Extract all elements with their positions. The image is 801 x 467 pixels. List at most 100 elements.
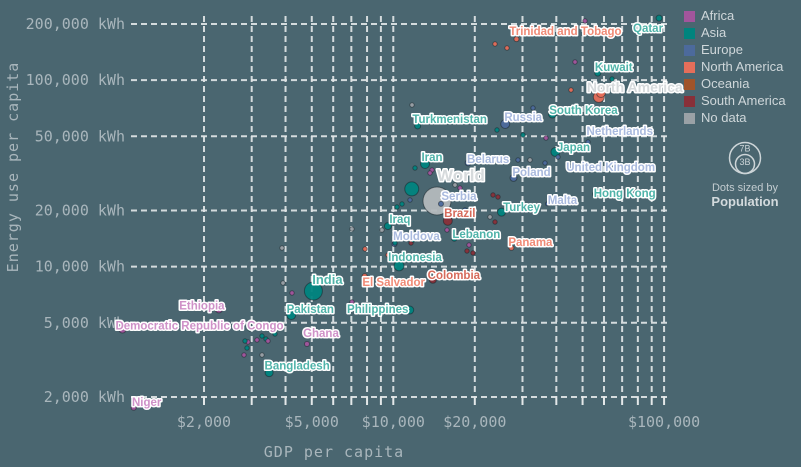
label-panama[interactable]: Panama	[507, 235, 555, 250]
dot-bangladesh[interactable]	[264, 368, 274, 378]
dot-poland[interactable]	[509, 173, 518, 182]
background-dot[interactable]	[492, 41, 498, 47]
background-dot[interactable]	[392, 240, 398, 246]
background-dot[interactable]	[596, 88, 606, 98]
label-poland[interactable]: Poland	[511, 165, 552, 180]
background-dot[interactable]	[267, 324, 273, 330]
background-dot[interactable]	[457, 185, 463, 191]
label-ethiopia[interactable]: Ethiopia	[178, 299, 227, 314]
dot-netherlands[interactable]	[585, 129, 593, 137]
label-serbia[interactable]: Serbia	[440, 189, 479, 204]
label-kuwait[interactable]: Kuwait	[593, 61, 634, 76]
label-bangladesh[interactable]: Bangladesh	[263, 359, 331, 374]
label-malta[interactable]: Malta	[546, 193, 579, 208]
label-el-salvador[interactable]: El Salvador	[361, 276, 427, 291]
background-dot[interactable]	[504, 45, 510, 51]
background-dot[interactable]	[349, 226, 355, 232]
background-dot[interactable]	[487, 214, 493, 220]
dot-colombia[interactable]	[428, 275, 437, 284]
dot-turkey[interactable]	[497, 207, 507, 217]
dot-malta[interactable]	[544, 201, 550, 207]
label-turkey[interactable]: Turkey	[502, 201, 542, 216]
background-dot[interactable]	[385, 252, 391, 258]
background-dot[interactable]	[452, 182, 458, 188]
label-hong-kong[interactable]: Hong Kong	[592, 187, 657, 202]
label-lebanon[interactable]: Lebanon	[451, 227, 502, 242]
background-dot[interactable]	[394, 204, 400, 210]
background-dot[interactable]	[572, 59, 578, 65]
dot-belarus[interactable]	[464, 159, 472, 167]
label-united-kingdom[interactable]: United Kingdom	[565, 160, 657, 175]
background-dot[interactable]	[409, 102, 415, 108]
legend-item-oceania[interactable]: Oceania	[684, 77, 786, 91]
label-iraq[interactable]: Iraq	[388, 213, 412, 228]
background-dot[interactable]	[265, 338, 271, 344]
dot-trinidad-and-tobago[interactable]	[513, 36, 520, 43]
background-dot[interactable]	[399, 201, 405, 207]
background-dot[interactable]	[244, 345, 250, 351]
background-dot[interactable]	[494, 127, 500, 133]
dot-pakistan[interactable]	[286, 310, 297, 321]
background-dot[interactable]	[427, 170, 433, 176]
label-niger[interactable]: Niger	[130, 395, 163, 410]
background-dot[interactable]	[466, 242, 472, 248]
label-south-korea[interactable]: South Korea	[548, 104, 620, 119]
label-iran[interactable]: Iran	[420, 151, 444, 166]
label-russia[interactable]: Russia	[503, 110, 544, 125]
dot-hong-kong[interactable]	[592, 190, 600, 198]
label-ghana[interactable]: Ghana	[302, 326, 341, 341]
background-dot[interactable]	[609, 76, 615, 82]
background-dot[interactable]	[530, 105, 536, 111]
label-qatar[interactable]: Qatar	[632, 22, 666, 37]
background-dot[interactable]	[289, 290, 295, 296]
label-netherlands[interactable]: Netherlands	[585, 124, 654, 139]
background-dot[interactable]	[543, 135, 549, 141]
background-dot[interactable]	[542, 160, 548, 166]
background-dot[interactable]	[272, 331, 278, 337]
dot-serbia[interactable]	[437, 200, 444, 207]
background-dot[interactable]	[462, 207, 468, 213]
background-dot[interactable]	[407, 197, 413, 203]
legend-item-africa[interactable]: Africa	[684, 9, 786, 23]
label-indonesia[interactable]: Indonesia	[387, 250, 444, 265]
label-democratic-republic-of-congo[interactable]: Democratic Republic of Congo	[114, 319, 285, 334]
label-moldova[interactable]: Moldova	[392, 230, 442, 245]
dot-world[interactable]	[422, 186, 452, 216]
dot-iraq[interactable]	[383, 222, 392, 231]
dot-india[interactable]	[303, 281, 323, 301]
dot-ghana[interactable]	[303, 340, 310, 347]
label-india[interactable]: India	[311, 271, 345, 289]
legend-item-europe[interactable]: Europe	[684, 43, 786, 57]
label-north-america[interactable]: North America	[585, 78, 684, 97]
label-colombia[interactable]: Colombia	[426, 268, 482, 283]
background-dot[interactable]	[247, 326, 253, 332]
background-dot[interactable]	[536, 30, 542, 36]
dot-democratic-republic-of-congo[interactable]	[118, 325, 127, 334]
label-trinidad-and-tobago[interactable]: Trinidad and Tobago	[508, 25, 623, 40]
label-philippines[interactable]: Philippines	[346, 303, 410, 318]
background-dot[interactable]	[515, 157, 521, 163]
background-dot[interactable]	[404, 181, 420, 197]
background-dot[interactable]	[412, 165, 418, 171]
background-dot[interactable]	[362, 246, 368, 252]
background-dot[interactable]	[568, 87, 574, 93]
dot-qatar[interactable]	[655, 14, 663, 22]
background-dot[interactable]	[285, 307, 291, 313]
background-dot[interactable]	[470, 250, 476, 256]
background-dot[interactable]	[259, 333, 265, 339]
label-belarus[interactable]: Belarus	[466, 152, 511, 167]
dot-brazil[interactable]	[442, 215, 453, 226]
background-dot[interactable]	[379, 227, 385, 233]
background-dot[interactable]	[444, 227, 450, 233]
label-japan[interactable]: Japan	[555, 140, 591, 155]
dot-united-kingdom[interactable]	[565, 163, 575, 173]
dot-south-korea[interactable]	[547, 109, 557, 119]
background-dot[interactable]	[555, 154, 561, 160]
background-dot[interactable]	[585, 139, 591, 145]
background-dot[interactable]	[520, 132, 526, 138]
background-dot[interactable]	[241, 352, 247, 358]
background-dot[interactable]	[495, 194, 501, 200]
dot-niger[interactable]	[130, 404, 137, 411]
background-dot[interactable]	[279, 245, 285, 251]
dot-indonesia[interactable]	[393, 260, 405, 272]
